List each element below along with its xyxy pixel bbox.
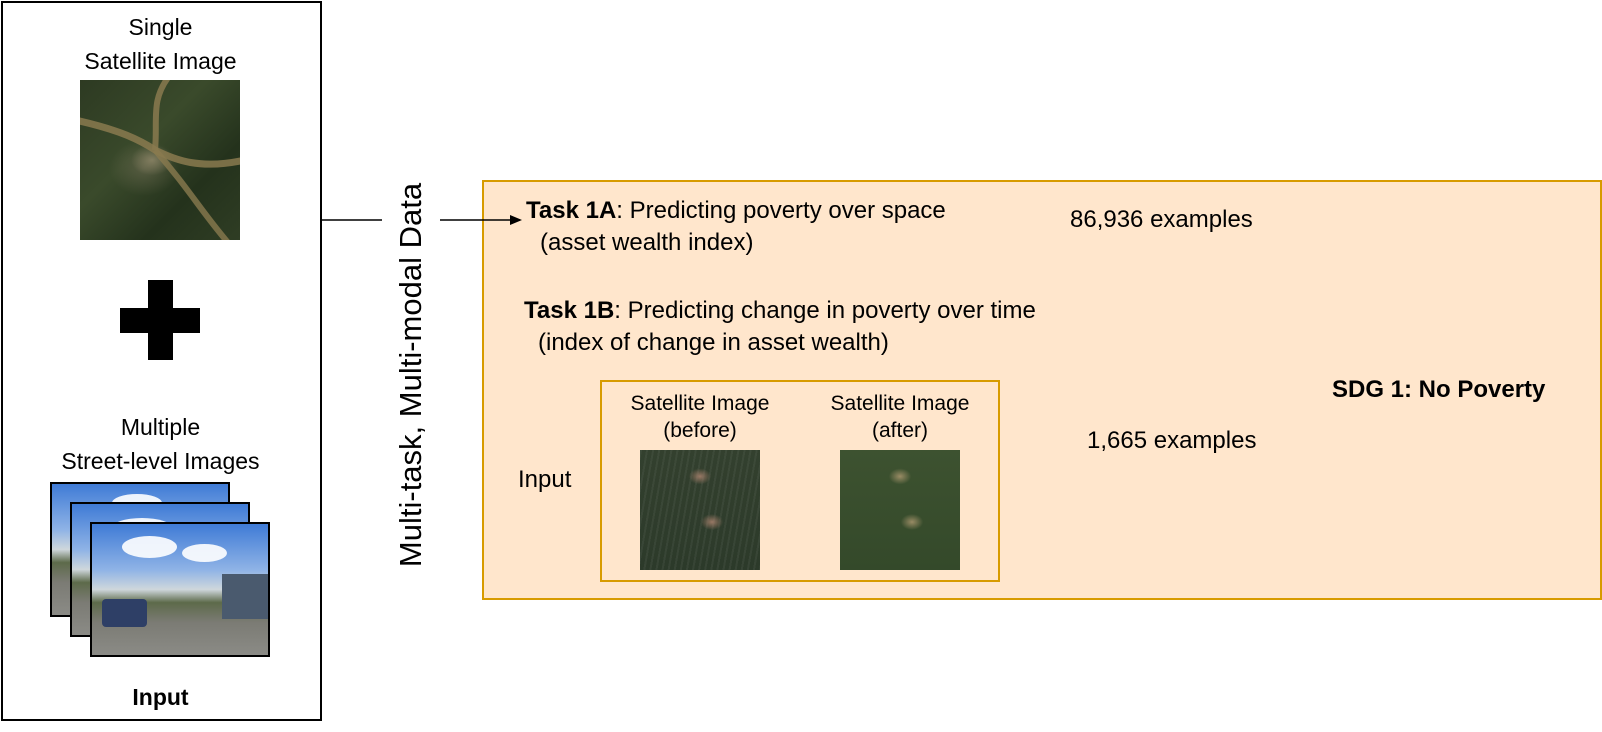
- sdg-label: SDG 1: No Poverty: [1332, 376, 1546, 403]
- task-1a-examples: 86,936 examples: [1070, 206, 1253, 233]
- single-satellite-image: [80, 80, 240, 240]
- before-caption: Satellite Image (before): [600, 390, 800, 444]
- single-satellite-title-line-2: Satellite Image: [84, 48, 237, 74]
- single-satellite-title: Single Satellite Image: [0, 10, 321, 78]
- task-1b-examples: 1,665 examples: [1087, 427, 1257, 454]
- task-1b-subtext: (index of change in asset wealth): [538, 329, 889, 356]
- satellite-before-image: [640, 450, 760, 570]
- task-1a-subtext: (asset wealth index): [540, 229, 754, 256]
- river-overlay: [80, 80, 240, 240]
- after-caption: Satellite Image (after): [800, 390, 1000, 444]
- task-1a-label: Task 1A: [526, 197, 617, 224]
- input-label: Input: [132, 684, 189, 710]
- multi-task-label-text: Multi-task, Multi-modal Data: [393, 182, 428, 568]
- plus-icon: [120, 280, 200, 360]
- task-1b-label: Task 1B: [524, 297, 615, 324]
- pair-input-label: Input: [518, 466, 572, 493]
- after-caption-line-1: Satellite Image: [830, 392, 970, 415]
- task-1b: Task 1B: Predicting change in poverty ov…: [524, 295, 1036, 359]
- street-level-title-line-1: Multiple: [120, 414, 201, 440]
- street-level-title-line-2: Street-level Images: [61, 448, 260, 474]
- image-pair-box: [600, 380, 1000, 582]
- after-caption-line-2: (after): [871, 419, 928, 442]
- single-satellite-title-line-1: Single: [128, 14, 193, 40]
- satellite-after-image: [840, 450, 960, 570]
- task-1a-text: : Predicting poverty over space: [616, 197, 946, 224]
- task-1a: Task 1A: Predicting poverty over space (…: [526, 195, 946, 259]
- street-level-title: Multiple Street-level Images: [0, 410, 321, 478]
- before-caption-line-2: (before): [663, 419, 737, 442]
- task-1b-text: : Predicting change in poverty over time: [614, 297, 1036, 324]
- before-caption-line-1: Satellite Image: [630, 392, 770, 415]
- street-level-image: [90, 522, 270, 657]
